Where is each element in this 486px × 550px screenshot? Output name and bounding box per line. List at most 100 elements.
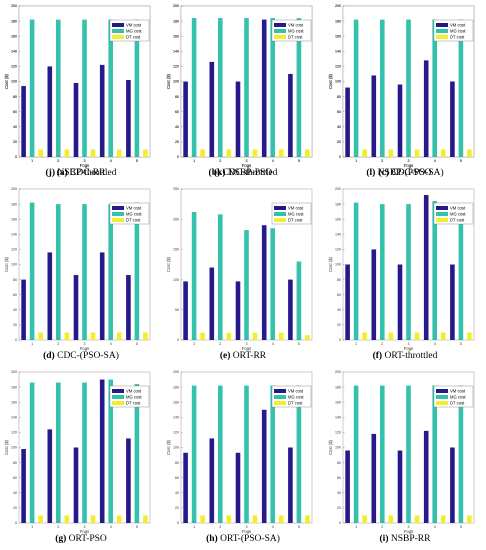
legend-swatch — [274, 401, 286, 405]
bar-vm — [450, 81, 455, 157]
y-tick-label: 80 — [13, 278, 17, 282]
y-tick-label: 80 — [337, 95, 341, 99]
x-axis-label: Fogs — [404, 529, 413, 534]
legend-swatch — [436, 395, 448, 399]
bar-mg — [82, 382, 87, 523]
y-tick-label: 0 — [177, 155, 179, 159]
subfigure-title: ORT-PSO — [66, 534, 107, 544]
x-tick-label: 1 — [31, 342, 33, 346]
y-tick-label: 40 — [175, 125, 179, 129]
y-axis-label: Cost ($) — [166, 256, 171, 271]
y-tick-label: 120 — [335, 65, 341, 69]
x-tick-label: 1 — [355, 525, 357, 529]
y-tick-label: 20 — [13, 140, 17, 144]
y-tick-label: 200 — [11, 370, 17, 374]
legend-label: MG cost — [126, 395, 142, 400]
y-tick-label: 120 — [335, 248, 341, 252]
bar-dt — [200, 515, 205, 523]
subfigure-caption: (l) NSBP-(PSO-SA) — [324, 168, 486, 178]
x-tick-label: 3 — [246, 159, 248, 163]
bar-dt — [64, 332, 70, 340]
bar-chart: 0 20 40 60 80 100 120 140 160 180 200 1 2 3 4 5 Fogs Cost… — [328, 187, 475, 351]
legend-label: DT cost — [450, 218, 465, 223]
subfigure-caption: (d) CDC-(PSO-SA) — [0, 351, 162, 361]
bar-mg — [108, 379, 113, 523]
y-axis-label: Cost ($) — [166, 73, 171, 88]
chart-panel: 0 20 40 60 80 100 120 140 160 180 200 1 2 3 4 5 Fogs Cost… — [0, 0, 162, 183]
y-tick-label: 20 — [13, 506, 17, 510]
bar-vm — [126, 438, 131, 523]
x-tick-label: 3 — [84, 159, 86, 163]
y-tick-label: 100 — [335, 80, 341, 84]
legend-swatch — [112, 389, 124, 393]
y-tick-label: 160 — [335, 400, 341, 404]
bar-mg — [218, 214, 223, 340]
bar-mg — [380, 385, 385, 523]
y-tick-label: 140 — [335, 416, 341, 420]
y-tick-label: 120 — [11, 65, 17, 69]
x-tick-label: 4 — [272, 525, 274, 529]
legend-swatch — [274, 29, 286, 33]
subfigure-caption: (k) NSBP-PSO — [162, 168, 324, 178]
x-tick-label: 1 — [193, 159, 195, 163]
subfigure-label: (c) — [378, 168, 390, 178]
legend-label: DT cost — [126, 401, 141, 406]
x-axis-label: Fogs — [242, 346, 251, 351]
subfigure-title: CDC-throttled — [220, 168, 278, 178]
y-tick-label: 0 — [15, 338, 17, 342]
x-axis-label: Fogs — [80, 529, 89, 534]
bar-dt — [388, 515, 394, 523]
y-tick-label: 180 — [11, 385, 17, 389]
bar-dt — [305, 335, 310, 340]
x-tick-label: 5 — [136, 159, 138, 163]
subfigure-title: NSBP-throttled — [55, 168, 117, 178]
y-tick-label: 100 — [335, 80, 341, 84]
y-tick-label: 200 — [11, 4, 17, 8]
y-tick-label: 40 — [337, 125, 341, 129]
y-tick-label: 20 — [337, 506, 341, 510]
y-tick-label: 40 — [13, 308, 17, 312]
bar-vm — [345, 450, 350, 523]
y-tick-label: 80 — [13, 95, 17, 99]
y-tick-label: 80 — [13, 95, 17, 99]
bar-vm — [99, 252, 105, 340]
subfigure-title: CDC-RR — [67, 168, 106, 178]
y-tick-label: 180 — [335, 19, 341, 23]
x-tick-label: 5 — [298, 342, 300, 346]
chart-panel: 0 20 40 60 80 100 120 140 160 180 200 1 2 3 4 5 Fogs Cost… — [324, 366, 486, 549]
bar-vm — [397, 450, 403, 523]
bar-vm — [99, 379, 105, 523]
legend-swatch — [112, 401, 124, 405]
bar-mg — [458, 19, 464, 158]
bar-vm — [73, 275, 79, 340]
x-tick-label: 5 — [298, 525, 300, 529]
x-tick-label: 4 — [272, 159, 274, 163]
x-tick-label: 4 — [110, 159, 112, 163]
y-axis-label: Cost ($) — [4, 73, 9, 88]
bar-mg — [218, 385, 223, 523]
bar-chart: 0 20 40 60 80 100 120 140 160 180 200 1 2 3 4 5 Fogs Cost… — [4, 370, 151, 534]
legend-swatch — [112, 395, 124, 399]
x-tick-label: 3 — [408, 525, 410, 529]
y-tick-label: 0 — [339, 338, 341, 342]
y-tick-label: 180 — [335, 385, 341, 389]
bar-mg — [270, 228, 275, 340]
bar-mg — [191, 211, 197, 340]
bar-vm — [99, 64, 105, 157]
y-tick-label: 140 — [335, 50, 341, 54]
y-tick-label: 80 — [13, 461, 17, 465]
legend-label: MG cost — [126, 212, 142, 217]
y-tick-label: 0 — [339, 155, 341, 159]
legend-label: DT cost — [126, 218, 141, 223]
y-tick-label: 100 — [11, 263, 17, 267]
x-tick-label: 3 — [246, 159, 248, 163]
x-tick-label: 5 — [136, 342, 138, 346]
x-tick-label: 3 — [84, 159, 86, 163]
y-tick-label: 140 — [11, 233, 17, 237]
bar-mg — [353, 19, 359, 158]
bar-mg — [244, 230, 249, 340]
y-tick-label: 160 — [335, 217, 341, 221]
y-tick-label: 140 — [335, 233, 341, 237]
legend-label: MG cost — [288, 212, 304, 217]
y-tick-label: 20 — [337, 323, 341, 327]
